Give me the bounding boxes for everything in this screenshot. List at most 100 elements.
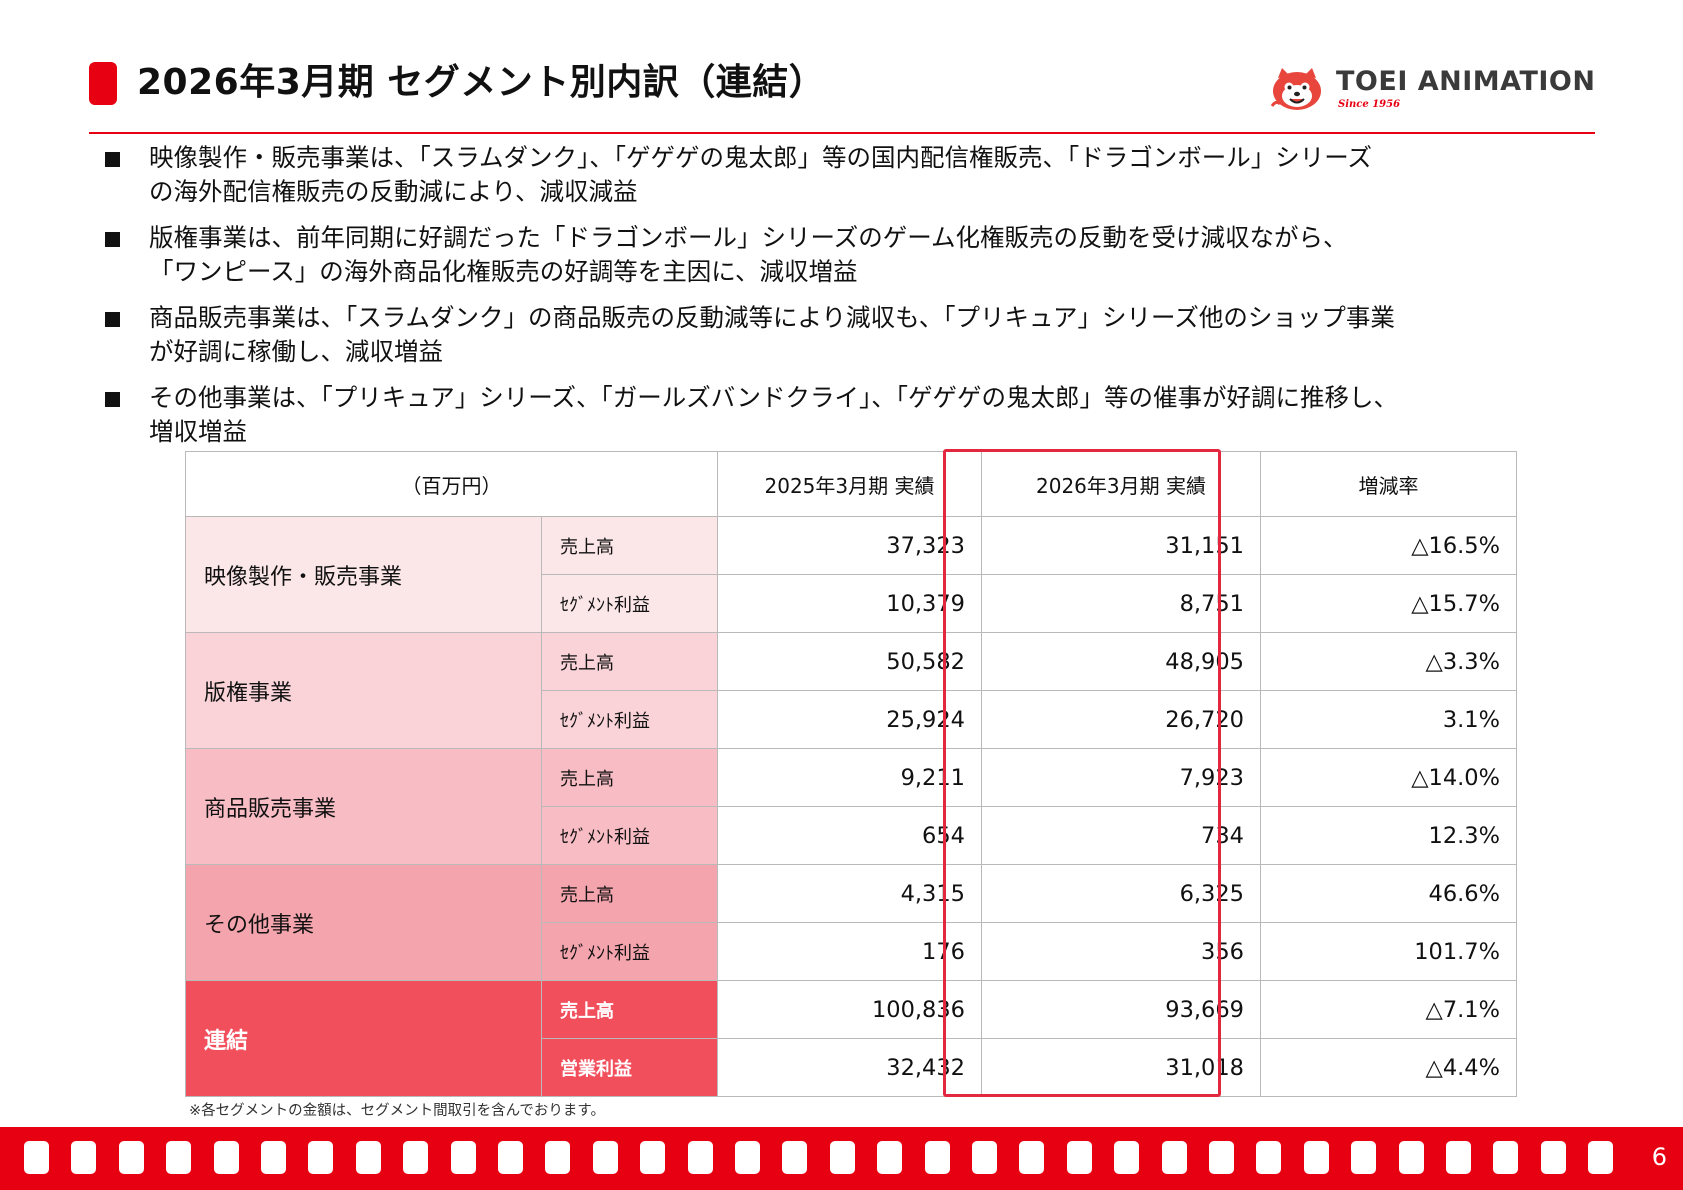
film-perforation <box>1446 1141 1471 1174</box>
change-rate: △15.7% <box>1260 574 1517 633</box>
film-perforation <box>640 1141 666 1174</box>
square-bullet-icon <box>105 152 120 167</box>
table-row: 商品販売事業 売上高 9,211 7,923 △14.0% <box>185 748 1517 865</box>
film-perforation <box>687 1141 713 1174</box>
film-perforation <box>1114 1141 1140 1174</box>
segment-name: 版権事業 <box>185 632 542 749</box>
film-perforation <box>118 1141 144 1174</box>
footnote: ※各セグメントの金額は、セグメント間取引を含んでおります。 <box>189 1103 605 1119</box>
curr-value: 26,720 <box>981 690 1261 749</box>
bullet-text-line: 増収増益 <box>149 417 247 446</box>
prev-value: 9,211 <box>717 748 982 807</box>
film-perforation <box>1019 1141 1045 1174</box>
prev-value: 32,432 <box>717 1038 982 1097</box>
curr-value: 31,151 <box>981 516 1261 575</box>
film-perforation <box>592 1141 618 1174</box>
film-perforation <box>1209 1141 1234 1174</box>
film-perforation <box>972 1141 997 1174</box>
item-label: ｾｸﾞﾒﾝﾄ利益 <box>541 806 718 865</box>
change-rate-header: 増減率 <box>1260 451 1517 517</box>
film-perforation <box>1066 1141 1092 1174</box>
segment-results-table: （百万円） 2025年3月期 実績 2026年3月期 実績 増減率 映像製作・販… <box>185 451 1517 1097</box>
curr-value: 8,751 <box>981 574 1261 633</box>
film-perforation <box>545 1141 571 1174</box>
change-rate: △3.3% <box>1260 632 1517 691</box>
table-row: その他事業 売上高 4,315 6,325 46.6% <box>185 864 1517 981</box>
table-row: ｾｸﾞﾒﾝﾄ利益 176 356 101.7% <box>186 922 1517 981</box>
square-bullet-icon <box>105 392 120 407</box>
prev-value: 176 <box>717 922 982 981</box>
film-perforation <box>308 1141 334 1174</box>
curr-value: 356 <box>981 922 1261 981</box>
film-perforation <box>1398 1141 1424 1174</box>
mascot-cat-icon <box>1270 68 1321 110</box>
title-divider <box>89 132 1595 134</box>
change-rate: 101.7% <box>1260 922 1517 981</box>
film-perforation <box>1256 1141 1282 1174</box>
change-rate: 3.1% <box>1260 690 1517 749</box>
unit-header: （百万円） <box>185 451 718 517</box>
bullet-item: 商品販売事業は、「スラムダンク」の商品販売の反動減等により減収も、「プリキュア」… <box>104 301 1624 369</box>
segment-name: 商品販売事業 <box>185 748 542 865</box>
item-label: 売上高 <box>541 748 718 807</box>
prev-value: 100,836 <box>717 980 982 1039</box>
item-label: ｾｸﾞﾒﾝﾄ利益 <box>541 574 718 633</box>
square-bullet-icon <box>105 232 120 247</box>
prev-value: 4,315 <box>717 864 982 923</box>
curr-value: 48,905 <box>981 632 1261 691</box>
film-perforation <box>498 1141 523 1174</box>
film-perforation <box>450 1141 476 1174</box>
bullet-text-line: その他事業は、「プリキュア」シリーズ、「ガールズバンドクライ」、「ゲゲゲの鬼太郎… <box>149 383 1399 412</box>
curr-value: 31,018 <box>981 1038 1261 1097</box>
film-perforation <box>782 1141 808 1174</box>
curr-year-header: 2026年3月期 実績 <box>981 451 1261 517</box>
table-row: 映像製作・販売事業 売上高 37,323 31,151 △16.5% <box>185 516 1517 633</box>
table-header-row: （百万円） 2025年3月期 実績 2026年3月期 実績 増減率 <box>185 451 1517 517</box>
prev-year-header: 2025年3月期 実績 <box>717 451 982 517</box>
change-rate: 12.3% <box>1260 806 1517 865</box>
film-perforation <box>1493 1141 1519 1174</box>
curr-value: 7,923 <box>981 748 1261 807</box>
filmstrip-footer: 6 <box>0 1127 1683 1190</box>
bullet-item: 映像製作・販売事業は、「スラムダンク」、「ゲゲゲの鬼太郎」等の国内配信権販売、「… <box>104 141 1624 209</box>
film-perforation <box>1303 1141 1329 1174</box>
logo-wordmark: TOEI ANIMATION <box>1336 66 1596 97</box>
item-label: 売上高 <box>541 632 718 691</box>
page-title: 2026年3月期 セグメント別内訳（連結） <box>137 62 826 103</box>
title-marker <box>89 62 117 105</box>
table-row: 版権事業 売上高 50,582 48,905 △3.3% <box>185 632 1517 749</box>
film-perforation <box>355 1141 381 1174</box>
film-perforation <box>1351 1141 1377 1174</box>
prev-value: 50,582 <box>717 632 982 691</box>
summary-bullets: 映像製作・販売事業は、「スラムダンク」、「ゲゲゲの鬼太郎」等の国内配信権販売、「… <box>104 141 1624 461</box>
prev-value: 25,924 <box>717 690 982 749</box>
prev-value: 37,323 <box>717 516 982 575</box>
segment-name: 連結 <box>185 980 542 1097</box>
company-logo: TOEI ANIMATION Since 1956 <box>1266 66 1596 112</box>
bullet-item: その他事業は、「プリキュア」シリーズ、「ガールズバンドクライ」、「ゲゲゲの鬼太郎… <box>104 381 1624 449</box>
change-rate: △16.5% <box>1260 516 1517 575</box>
item-label: 営業利益 <box>541 1038 718 1097</box>
item-label: 売上高 <box>541 864 718 923</box>
segment-name: 映像製作・販売事業 <box>185 516 542 633</box>
film-perforation <box>1588 1141 1614 1174</box>
curr-value: 93,669 <box>981 980 1261 1039</box>
change-rate: △4.4% <box>1260 1038 1517 1097</box>
table-row: ｾｸﾞﾒﾝﾄ利益 25,924 26,720 3.1% <box>186 690 1517 749</box>
film-perforation <box>735 1141 760 1174</box>
film-perforation <box>261 1141 286 1174</box>
film-perforation <box>924 1141 950 1174</box>
curr-value: 6,325 <box>981 864 1261 923</box>
film-perforation <box>1540 1141 1566 1174</box>
bullet-item: 版権事業は、前年同期に好調だった「ドラゴンボール」シリーズのゲーム化権販売の反動… <box>104 221 1624 289</box>
logo-tagline: Since 1956 <box>1338 99 1401 110</box>
film-perforation <box>877 1141 903 1174</box>
table-row: 連結 売上高 100,836 93,669 △7.1% <box>185 980 1517 1097</box>
bullet-text-line: 映像製作・販売事業は、「スラムダンク」、「ゲゲゲの鬼太郎」等の国内配信権販売、「… <box>149 143 1373 172</box>
film-perforation <box>166 1141 192 1174</box>
change-rate: △14.0% <box>1260 748 1517 807</box>
film-perforation <box>24 1141 49 1174</box>
prev-value: 10,379 <box>717 574 982 633</box>
film-perforation <box>829 1141 855 1174</box>
film-perforation <box>403 1141 429 1174</box>
